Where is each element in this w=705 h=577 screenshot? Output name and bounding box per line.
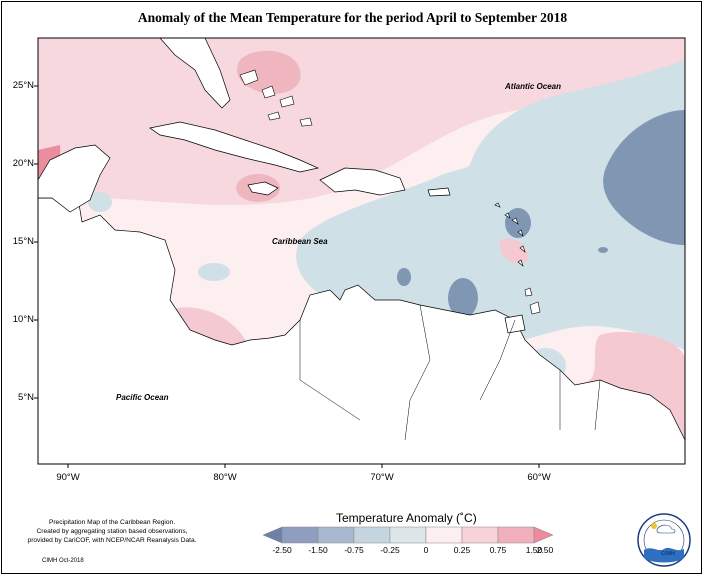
landmass-hispaniola [319, 167, 406, 196]
cimh-logo [637, 513, 691, 567]
lat-label: 15°N [12, 236, 34, 247]
anomaly-blob-cool [448, 278, 478, 318]
map-border [37, 37, 686, 465]
lon-label: 80°W [213, 472, 237, 483]
landmass-central-america [38, 198, 200, 464]
legend-label: 1.50 [525, 545, 543, 555]
credit-text: Precipitation Map of the Caribbean Regio… [12, 518, 212, 545]
lon-label: 70°W [370, 472, 394, 483]
country-borders [299, 304, 601, 441]
logo-text: CIMH [660, 551, 676, 557]
credit-line: provided by CariCOF, with NCEP/NCAR Rean… [27, 537, 197, 544]
legend-label: -1.50 [308, 545, 328, 555]
legend-label: -0.75 [344, 545, 364, 555]
anomaly-blob-warm [500, 238, 529, 264]
landmass-cuba [149, 121, 320, 173]
anomaly-blob-warm [236, 50, 301, 94]
legend-colorbar [262, 526, 554, 544]
anomaly-blob-cool [88, 192, 112, 212]
legend-label: 0.75 [489, 545, 507, 555]
landmass-florida [159, 38, 231, 109]
landmass-jamaica [247, 181, 279, 196]
legend-label: 0.25 [453, 545, 471, 555]
credit-line: Precipitation Map of the Caribbean Regio… [48, 519, 176, 526]
anomaly-blob-cool [598, 247, 608, 253]
anomaly-field-cool-strong [603, 110, 685, 245]
anomaly-blob-cool [397, 268, 411, 286]
anomaly-blob-cool [198, 263, 230, 281]
landmass-puerto-rico [427, 187, 451, 197]
landmass-yucatan [38, 144, 111, 213]
legend-label: 2.50 [536, 545, 554, 555]
region-label-caribbean: Caribbean Sea [272, 237, 328, 246]
credit-line: Created by aggregating station based obs… [36, 528, 188, 535]
region-label-pacific: Pacific Ocean [116, 393, 169, 402]
landmass-americas [38, 197, 685, 464]
landmass-bahamas [239, 69, 313, 127]
anomaly-blob-cool [505, 208, 531, 238]
legend-title: Temperature Anomaly (˚C) [336, 511, 477, 525]
lat-label: 10°N [12, 314, 34, 325]
landmass-lesser-antilles [494, 202, 541, 315]
legend-label: 0 [423, 545, 429, 555]
credit-date: CIMH Oct-2018 [42, 558, 84, 564]
anomaly-field-cool [296, 60, 685, 350]
region-label-atlantic: Atlantic Ocean [505, 82, 562, 91]
lon-label: 90°W [56, 472, 80, 483]
legend-label: -0.25 [380, 545, 400, 555]
landmass-trinidad [504, 314, 526, 334]
axis-ticks [34, 85, 540, 468]
lat-label: 25°N [12, 80, 34, 91]
map-title: Anomaly of the Mean Temperature for the … [137, 10, 568, 25]
lat-label: 20°N [12, 158, 34, 169]
lat-label: 5°N [18, 392, 34, 403]
lon-label: 60°W [527, 472, 551, 483]
legend-label: -2.50 [272, 545, 292, 555]
